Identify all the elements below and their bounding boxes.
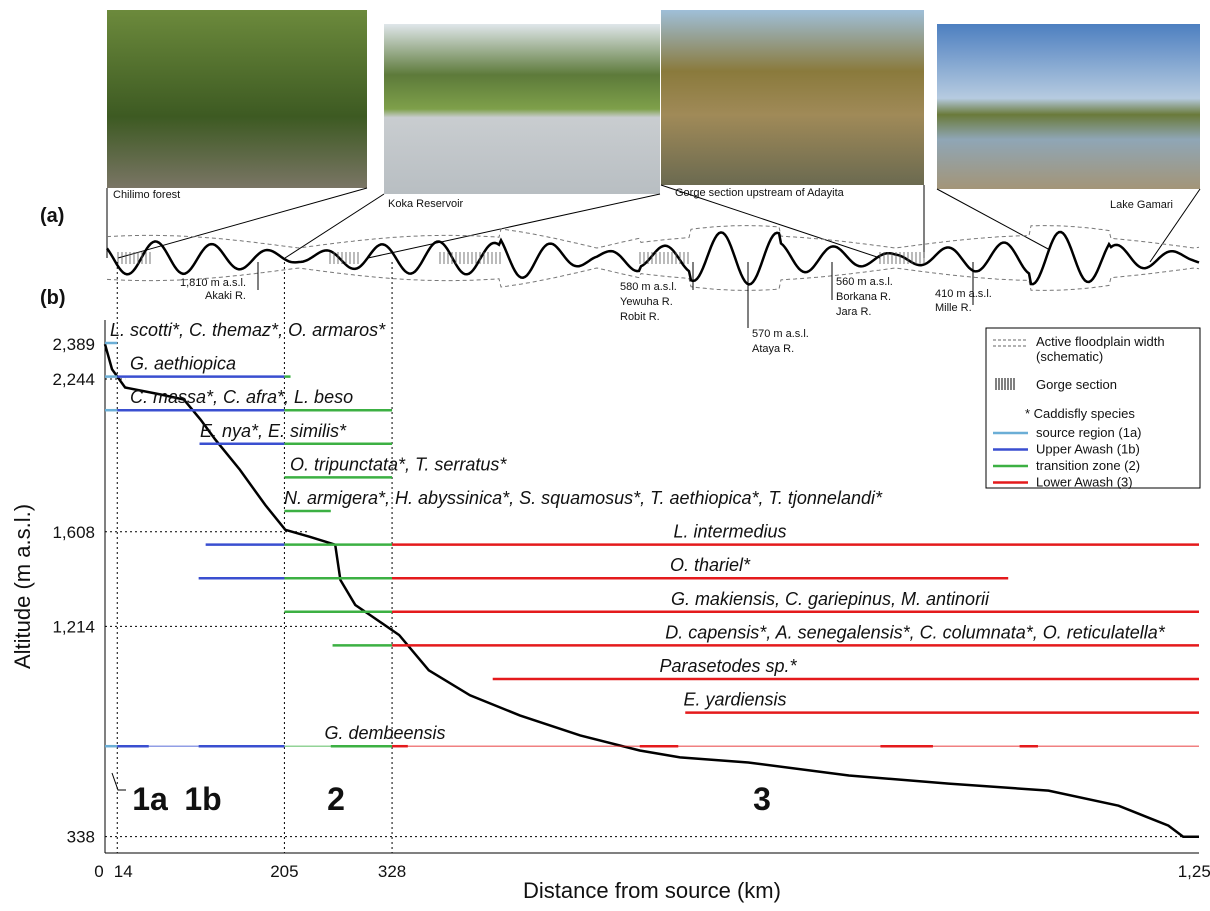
x-tick-label: 328: [378, 862, 406, 881]
zone-label: 2: [327, 781, 345, 817]
tributary-name: Ataya R.: [752, 343, 794, 355]
figure: Chilimo forest Koka Reservoir Gorge sect…: [0, 0, 1210, 906]
tributary-name: Jara R.: [836, 306, 871, 318]
gorge-section: [118, 252, 150, 264]
x-axis-title: Distance from source (km): [523, 878, 781, 903]
legend-text: Active floodplain width: [1036, 334, 1165, 349]
taxon-label: E. nya*, E. similis*: [200, 421, 347, 441]
legend: Active floodplain width (schematic) Gorg…: [986, 328, 1200, 490]
legend-text: (schematic): [1036, 349, 1103, 364]
legend-text: source region (1a): [1036, 425, 1142, 440]
taxon-label: O. thariel*: [670, 555, 751, 575]
tributary-altitude: 410 m a.s.l.: [935, 288, 992, 300]
tributary-name: Yewuha R.: [620, 296, 673, 308]
tributary-name: Borkana R.: [836, 291, 891, 303]
legend-text: * Caddisfly species: [1025, 406, 1135, 421]
zone-leader: [112, 773, 126, 790]
taxon-label: G. makiensis, C. gariepinus, M. antinori…: [671, 589, 990, 609]
taxon-label: L. scotti*, C. themaz*, O. armaros*: [110, 320, 386, 340]
y-tick-label: 1,608: [52, 523, 95, 542]
river: [107, 232, 1199, 284]
photo: [107, 10, 367, 188]
tributary-name: Akaki R.: [205, 290, 246, 302]
taxon-label: O. tripunctata*, T. serratus*: [290, 454, 507, 474]
tributary-name: Mille R.: [935, 302, 972, 314]
floodplain-edge: [107, 226, 1199, 248]
y-tick-label: 2,244: [52, 370, 95, 389]
photos: Chilimo forest Koka Reservoir Gorge sect…: [107, 10, 1200, 262]
taxon-label: N. armigera*, H. abyssinica*, S. squamos…: [284, 488, 883, 508]
legend-text: transition zone (2): [1036, 458, 1140, 473]
y-tick-label: 338: [67, 828, 95, 847]
x-tick-label: 0: [94, 862, 103, 881]
photo-caption: Koka Reservoir: [388, 198, 464, 210]
photo: [661, 10, 924, 185]
taxon-label: E. yardiensis: [683, 690, 786, 710]
panel-label: (a): [40, 205, 64, 227]
taxon-label: G. dembeensis: [324, 723, 445, 743]
x-tick-label: 205: [270, 862, 298, 881]
taxon-label: L. intermedius: [673, 522, 786, 542]
zone-label: 1a: [132, 781, 168, 817]
zone-label: 3: [753, 781, 771, 817]
y-tick-label: 2,389: [52, 335, 95, 354]
tributary-altitude: 580 m a.s.l.: [620, 281, 677, 293]
x-tick-label: 1,250: [1178, 862, 1210, 881]
tributary-altitude: 1,810 m a.s.l.: [180, 277, 246, 289]
photo: [384, 24, 660, 194]
panel-label: (b): [40, 287, 66, 309]
photo: [937, 24, 1200, 189]
taxon-label: G. aethiopica: [130, 354, 236, 374]
tributary-altitude: 570 m a.s.l.: [752, 328, 809, 340]
legend-text: Gorge section: [1036, 377, 1117, 392]
photo-caption: Gorge section upstream of Adayita: [675, 187, 845, 199]
taxon-label: D. capensis*, A. senegalensis*, C. colum…: [665, 622, 1166, 642]
legend-text: Upper Awash (1b): [1036, 442, 1140, 457]
taxon-label: C. massa*, C. afra*, L. beso: [130, 387, 353, 407]
tributaries: 1,810 m a.s.l. Akaki R. 580 m a.s.l. Yew…: [180, 262, 992, 355]
taxon-label: Parasetodes sp.*: [659, 656, 797, 676]
photo-caption: Lake Gamari: [1110, 199, 1173, 211]
tributary-name: Robit R.: [620, 311, 660, 323]
y-axis-title: Altitude (m a.s.l.): [10, 504, 35, 669]
photo-caption: Chilimo forest: [113, 189, 180, 201]
x-tick-label: 14: [114, 862, 133, 881]
zone-label: 1b: [184, 781, 221, 817]
y-tick-label: 1,214: [52, 617, 95, 636]
legend-text: Lower Awash (3): [1036, 475, 1133, 490]
tributary-altitude: 560 m a.s.l.: [836, 276, 893, 288]
